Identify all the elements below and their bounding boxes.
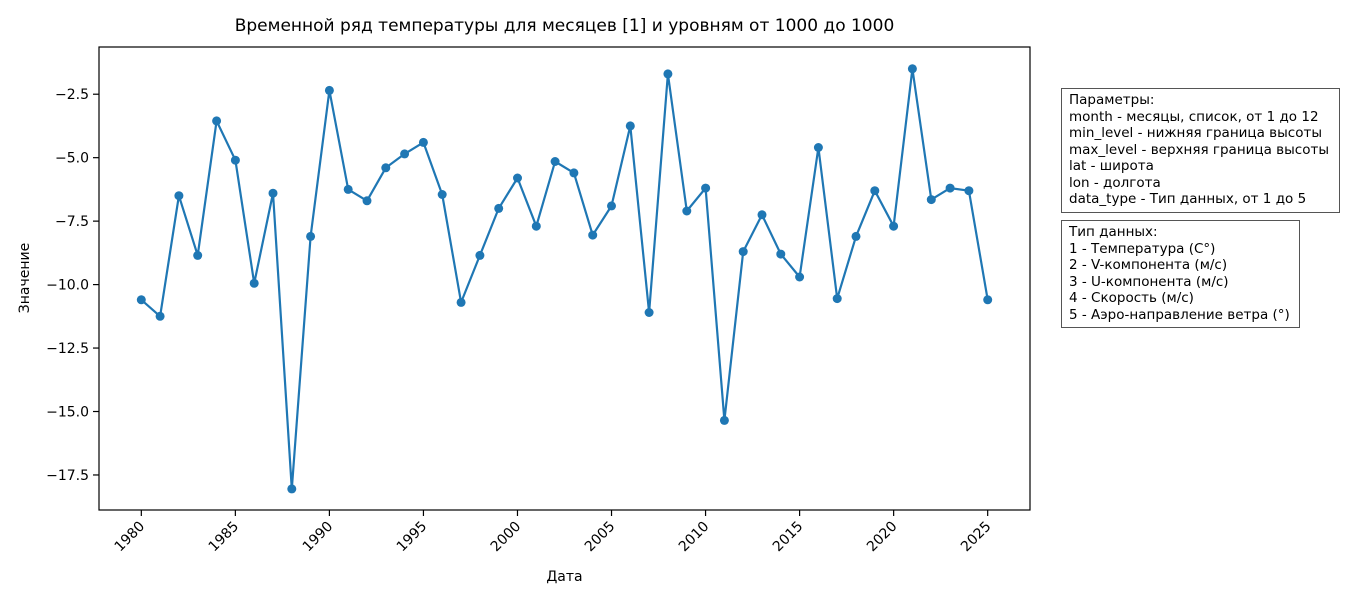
types-box-line-5: 5 - Аэро-направление ветра (°) xyxy=(1069,306,1290,323)
data-point-marker xyxy=(870,186,880,196)
data-point-marker xyxy=(926,195,936,205)
y-tick-label: −7.5 xyxy=(55,214,89,230)
data-point-marker xyxy=(719,415,729,425)
data-point-marker xyxy=(136,295,146,305)
data-point-marker xyxy=(306,231,316,241)
data-point-marker xyxy=(663,69,673,79)
y-tick-label: −15.0 xyxy=(46,405,89,421)
data-point-marker xyxy=(983,295,993,305)
y-tick-label: −17.5 xyxy=(46,468,89,484)
data-point-marker xyxy=(494,203,504,213)
x-axis-label: Дата xyxy=(546,569,583,585)
y-tick-label: −2.5 xyxy=(55,87,89,103)
data-point-marker xyxy=(644,308,654,317)
data-point-marker xyxy=(945,183,955,193)
x-tick-label: 1985 xyxy=(206,519,243,556)
data-point-marker xyxy=(475,250,485,260)
x-tick-label: 2010 xyxy=(676,519,713,556)
data-point-marker xyxy=(418,137,428,147)
data-point-marker xyxy=(287,484,297,494)
data-point-marker xyxy=(907,64,917,74)
param-box-line-month: month - месяцы, список, от 1 до 12 xyxy=(1069,108,1319,125)
data-point-marker xyxy=(625,121,635,131)
y-tick-label: −5.0 xyxy=(55,151,89,167)
data-point-marker xyxy=(249,278,259,288)
x-tick-label: 2005 xyxy=(582,519,619,556)
data-point-marker xyxy=(964,186,974,196)
data-point-marker xyxy=(701,183,711,193)
types-box-line-2: 2 - V-компонента (м/с) xyxy=(1069,257,1228,273)
data-point-marker xyxy=(513,173,522,183)
data-point-marker xyxy=(813,143,823,152)
data-point-marker xyxy=(531,221,541,231)
x-tick-label: 1980 xyxy=(112,519,149,556)
data-point-marker xyxy=(832,294,842,304)
x-tick-label: 1990 xyxy=(300,519,337,556)
y-tick-label: −10.0 xyxy=(46,278,89,294)
data-point-marker xyxy=(550,157,560,166)
param-box-title: Параметры: xyxy=(1069,92,1155,108)
data-point-marker xyxy=(437,190,447,199)
types-box-title: Тип данных: xyxy=(1069,224,1158,240)
x-tick-label: 2025 xyxy=(958,519,995,556)
data-point-marker xyxy=(682,206,692,216)
data-point-marker xyxy=(607,201,616,211)
x-tick-label: 1995 xyxy=(394,519,431,556)
data-point-marker xyxy=(174,191,184,201)
data-point-marker xyxy=(776,249,786,259)
data-point-marker xyxy=(268,188,278,198)
param-box-line-lat: lat - широта xyxy=(1069,158,1154,174)
x-tick-label: 2000 xyxy=(488,519,525,556)
axes-frame xyxy=(98,46,1031,511)
data-point-marker xyxy=(381,163,391,173)
data-point-marker xyxy=(400,149,410,159)
y-axis-label: Значение xyxy=(17,242,33,314)
param-box-line-lon: lon - долгота xyxy=(1069,174,1161,191)
data-point-marker xyxy=(757,210,767,220)
data-point-marker xyxy=(193,250,203,260)
types-box-line-4: 4 - Скорость (м/с) xyxy=(1069,290,1194,306)
x-tick-label: 2015 xyxy=(770,519,807,556)
data-point-marker xyxy=(155,311,165,321)
data-point-marker xyxy=(212,116,222,126)
param-box-line-data-type: data_type - Тип данных, от 1 до 5 xyxy=(1069,191,1307,207)
data-point-marker xyxy=(362,196,372,206)
param-box-line-max-level: max_level - верхняя граница высоты xyxy=(1069,141,1330,158)
chart-title: Временной ряд температуры для месяцев [1… xyxy=(234,16,895,36)
data-point-marker xyxy=(343,184,353,194)
data-types-box: Тип данных: 1 - Температура (C°) 2 - V-к… xyxy=(1061,220,1300,328)
types-box-line-3: 3 - U-компонента (м/с) xyxy=(1069,273,1229,290)
types-box-line-1: 1 - Температура (C°) xyxy=(1069,240,1216,257)
data-point-marker xyxy=(324,85,334,95)
data-point-marker xyxy=(795,272,805,282)
param-box-line-min-level: min_level - нижняя граница высоты xyxy=(1069,125,1322,141)
data-point-marker xyxy=(569,168,579,178)
data-point-marker xyxy=(738,247,748,257)
x-tick-label: 2020 xyxy=(864,519,901,556)
parameters-box: Параметры: month - месяцы, список, от 1 … xyxy=(1061,88,1340,213)
data-point-marker xyxy=(588,230,598,240)
temperature-line xyxy=(140,67,989,490)
data-point-marker xyxy=(456,297,466,307)
data-point-marker xyxy=(851,231,861,241)
y-tick-label: −12.5 xyxy=(46,341,89,357)
data-point-marker xyxy=(889,221,899,231)
data-point-marker xyxy=(230,155,240,165)
